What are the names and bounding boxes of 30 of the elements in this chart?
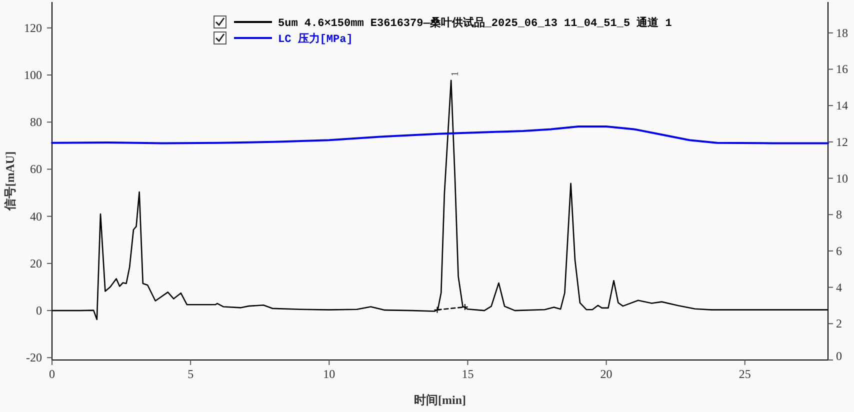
x-axis-title: 时间[min] xyxy=(414,393,466,407)
x-tick-label: 0 xyxy=(49,367,55,381)
x-tick-label: 15 xyxy=(462,367,474,381)
x-tick-label: 10 xyxy=(323,367,336,381)
y2-tick-label: 10 xyxy=(836,171,848,186)
y-tick-label: 60 xyxy=(30,162,42,176)
y2-tick-label: 6 xyxy=(836,244,842,258)
y-tick-label: 40 xyxy=(30,209,42,224)
y2-tick-label: 0 xyxy=(836,349,842,363)
y2-tick-label: 18 xyxy=(836,26,848,40)
y2-tick-label: 14 xyxy=(836,98,848,113)
y-tick-label: 100 xyxy=(24,68,42,82)
y-tick-label: 80 xyxy=(30,115,42,130)
legend-label: LC 压力[MPa] xyxy=(278,32,353,46)
x-tick-label: 5 xyxy=(188,367,194,381)
y-tick-label: -20 xyxy=(26,350,42,365)
y2-tick-label: 4 xyxy=(836,280,842,294)
legend-label: 5um 4.6×150mm E3616379—桑叶供试品_2025_06_13 11_04_51_5 通道 1 xyxy=(278,16,672,30)
y-tick-label: 0 xyxy=(36,304,42,318)
y2-tick-label: 16 xyxy=(836,62,848,76)
x-tick-label: 20 xyxy=(600,367,612,381)
x-tick-label: 25 xyxy=(738,367,751,381)
y2-tick-label: 8 xyxy=(836,208,842,222)
y2-tick-label: 12 xyxy=(836,134,848,149)
y2-tick-label: 2 xyxy=(836,316,842,331)
y-axis-title: 信号[mAU] xyxy=(3,151,17,212)
line-series xyxy=(51,125,829,144)
y-tick-label: 20 xyxy=(30,256,42,270)
y-tick-label: 120 xyxy=(24,20,42,35)
annotation: 1 xyxy=(450,71,462,76)
